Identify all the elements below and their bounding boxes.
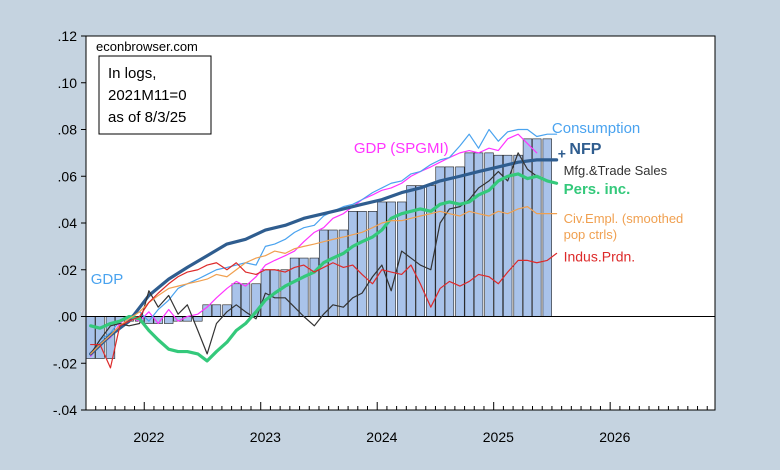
nfp-marker: +	[558, 146, 566, 162]
series-line-consumption	[90, 128, 558, 355]
series-label-line: pop ctrls)	[564, 227, 617, 242]
axes: -.04 -.02 .00 .02 .04 .06 .08 .10 .12 2022 2023 202…	[53, 28, 708, 445]
gdp-bar	[426, 185, 436, 317]
series-label-line: Pers. inc.	[564, 181, 631, 198]
gdp-bar	[513, 154, 523, 317]
series-line-pers-inc	[89, 172, 559, 363]
x-tick-label: 2026	[599, 429, 630, 445]
series-label: GDP (SPGMI)	[354, 140, 449, 157]
series-label-line: NFP	[569, 141, 601, 158]
y-tick-label: .10	[58, 75, 78, 91]
note-frame	[98, 55, 212, 135]
series-label-line: Consumption	[552, 120, 640, 137]
series-line-nfp	[89, 158, 559, 356]
gdp-bar	[357, 211, 367, 317]
series-label-line: GDP	[91, 271, 124, 288]
gdp-bar	[164, 316, 174, 324]
series-label: Mfg.&Trade Sales	[564, 163, 668, 178]
gdp-bars	[86, 138, 552, 359]
series-labels: GDP GDP (SPGMI) Consumption NFP Mfg.&Trade S…	[91, 120, 684, 288]
gdp-bar	[397, 201, 407, 317]
gdp-bar	[377, 201, 387, 317]
series-line-civ-empl-smoothed-pop-ctrls	[90, 206, 558, 355]
x-tick-label: 2023	[250, 429, 281, 445]
y-tick-label: -.04	[53, 402, 77, 418]
series-label-line: Indus.Prdn.	[564, 249, 636, 265]
gdp-bar	[280, 269, 290, 317]
source-label: econbrowser.com	[96, 39, 198, 54]
series-label: Indus.Prdn.	[564, 249, 636, 265]
gdp-bar	[522, 138, 533, 317]
series-label: Pers. inc.	[564, 181, 631, 198]
series-label-line: GDP (SPGMI)	[354, 140, 449, 157]
gdp-bar	[473, 152, 484, 317]
gdp-bar	[231, 283, 241, 317]
series-line-gdp-spgmi	[90, 133, 538, 357]
series-label: NFP	[569, 141, 601, 158]
series-label-line: Mfg.&Trade Sales	[564, 163, 668, 178]
gdp-bar	[455, 166, 465, 317]
gdp-bar	[182, 316, 193, 322]
y-tick-label: -.02	[53, 355, 77, 371]
series-label: GDP	[91, 271, 124, 288]
x-tick-label: 2022	[133, 429, 164, 445]
note-line: In logs,	[108, 65, 156, 82]
y-tick-label: .00	[58, 309, 78, 325]
y-tick-label: .08	[58, 122, 78, 138]
y-tick-label: .02	[58, 262, 78, 278]
series-lines	[89, 128, 559, 369]
note-line: as of 8/3/25	[108, 109, 186, 126]
note-box: econbrowser.com In logs, 2021M11=0 as of 8…	[96, 39, 212, 135]
gdp-bar	[532, 138, 542, 317]
y-tick-label: .04	[58, 215, 78, 231]
series-label: Civ.Empl. (smoothed pop ctrls)	[564, 211, 684, 242]
x-tick-label: 2024	[366, 429, 397, 445]
gdp-bar	[464, 152, 474, 317]
note-line: 2021M11=0	[108, 87, 187, 104]
y-tick-label: .12	[58, 28, 78, 44]
series-label-line: Civ.Empl. (smoothed	[564, 211, 684, 226]
series-line-indus-prdn	[90, 252, 558, 369]
gdp-bar	[193, 316, 203, 322]
gdp-bar	[328, 229, 338, 317]
series-label: Consumption	[552, 120, 640, 137]
x-tick-label: 2025	[483, 429, 514, 445]
gdp-bar	[211, 304, 222, 317]
gdp-bar	[415, 185, 425, 317]
gdp-bar	[542, 138, 552, 317]
y-tick-label: .06	[58, 168, 78, 184]
gdp-bar	[406, 185, 416, 317]
gdp-bar	[444, 166, 455, 317]
